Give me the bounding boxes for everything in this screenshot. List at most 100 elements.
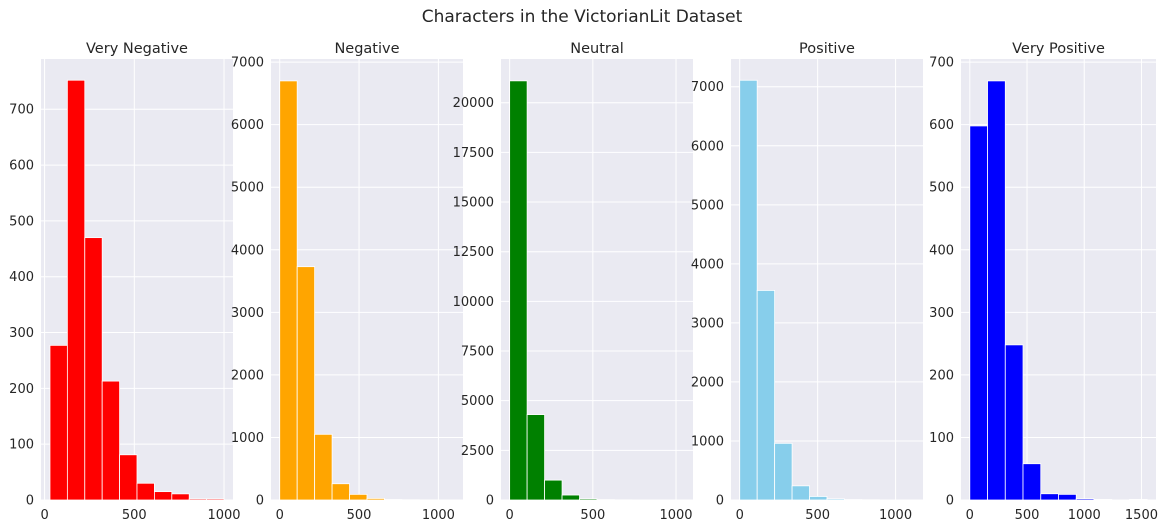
x-tick-label: 500 [1015, 508, 1040, 523]
y-tick-label: 400 [9, 270, 34, 285]
y-tick-label: 100 [9, 438, 34, 453]
x-tick-label: 500 [347, 508, 372, 523]
y-tick-label: 5000 [231, 181, 264, 196]
y-tick-label: 1000 [691, 434, 724, 449]
y-tick-label: 300 [929, 306, 954, 321]
x-tick-label: 1000 [659, 508, 692, 523]
y-tick-label: 7000 [231, 56, 264, 71]
histogram-panel-3: 0 2500 5000 7500 10000 12500 15000 17500 20000 0 5… [453, 41, 693, 523]
histogram-panel-1: 0 100 200 300 400 500 600 700 0 500 1000 Very Negat… [9, 41, 240, 523]
histogram-bar [101, 380, 120, 501]
y-tick-label: 5000 [691, 198, 724, 213]
histogram-bar [188, 498, 208, 501]
panel-title: Very Negative [86, 41, 188, 57]
x-tick-label: 0 [966, 508, 974, 523]
y-tick-label: 5000 [461, 394, 494, 409]
y-tick-label: 0 [486, 494, 494, 509]
histogram-bar [579, 498, 598, 501]
x-tick-label: 0 [506, 508, 514, 523]
histogram-bar [279, 80, 298, 501]
panel-title: Very Positive [1012, 41, 1105, 57]
x-tick-label: 0 [276, 508, 284, 523]
y-tick-label: 12500 [453, 245, 494, 260]
histogram-bar [384, 499, 403, 501]
histogram-bar [171, 493, 190, 501]
y-tick-label: 2000 [691, 375, 724, 390]
y-tick-label: 7000 [691, 80, 724, 95]
y-tick-label: 0 [716, 494, 724, 509]
y-tick-label: 10000 [453, 295, 494, 310]
histogram-bar [774, 442, 793, 501]
y-tick-label: 0 [26, 494, 34, 509]
y-tick-label: 300 [9, 326, 34, 341]
y-tick-label: 0 [946, 494, 954, 509]
histogram-bar [561, 494, 580, 501]
histogram-bar [1058, 493, 1077, 501]
panel-title: Positive [799, 41, 855, 57]
y-tick-label: 400 [929, 243, 954, 258]
y-tick-label: 0 [256, 494, 264, 509]
y-tick-label: 20000 [453, 96, 494, 111]
histogram-bar [296, 266, 316, 501]
histogram-bar [66, 79, 86, 501]
histogram-bar [809, 496, 828, 501]
y-tick-label: 600 [9, 159, 34, 174]
panel-title: Neutral [570, 41, 624, 57]
histogram-bar [154, 491, 173, 501]
x-tick-label: 0 [736, 508, 744, 523]
histogram-bar [987, 80, 1006, 501]
histogram-bar [1004, 344, 1024, 501]
histogram-bar [826, 498, 845, 501]
histogram-bar [136, 482, 155, 501]
histogram-bar [84, 237, 103, 501]
x-tick-label: 500 [805, 508, 830, 523]
histogram-panel-2: 0 1000 2000 3000 4000 5000 6000 7000 0 500 1000 Neg… [231, 41, 463, 523]
y-tick-label: 7500 [461, 345, 494, 360]
histogram-panel-5: 0 100 200 300 400 500 600 700 0 500 1000 1500 Very P… [929, 41, 1158, 523]
y-tick-label: 2000 [231, 368, 264, 383]
y-tick-label: 600 [929, 118, 954, 133]
y-tick-label: 6000 [231, 118, 264, 133]
y-tick-label: 4000 [691, 257, 724, 272]
y-tick-label: 500 [9, 214, 34, 229]
histogram-bar [206, 498, 225, 501]
histogram-bar [756, 290, 776, 501]
histogram-bar [349, 493, 368, 501]
y-tick-label: 3000 [231, 306, 264, 321]
y-tick-label: 500 [929, 181, 954, 196]
histogram-panel-4: 0 1000 2000 3000 4000 5000 6000 7000 0 500 1000 Pos… [691, 41, 923, 523]
histogram-bar [791, 485, 810, 501]
x-tick-label: 500 [580, 508, 605, 523]
y-tick-label: 2500 [461, 444, 494, 459]
histogram-bar [739, 79, 758, 501]
histogram-bar [1129, 498, 1148, 501]
histogram-bar [509, 80, 528, 501]
y-tick-label: 700 [9, 103, 34, 118]
figure-title: Characters in the VictorianLit Dataset [422, 7, 743, 27]
y-tick-label: 4000 [231, 243, 264, 258]
y-tick-label: 17500 [453, 146, 494, 161]
histogram-bar [526, 414, 545, 501]
x-tick-label: 1000 [1068, 508, 1101, 523]
panel-title: Negative [334, 41, 399, 57]
x-tick-label: 0 [40, 508, 48, 523]
y-tick-label: 3000 [691, 316, 724, 331]
y-tick-label: 100 [929, 431, 954, 446]
histogram-bar [314, 433, 333, 501]
histogram-bar [969, 125, 988, 501]
histogram-bar [366, 498, 385, 501]
histogram-bar [544, 479, 563, 501]
histogram-bar [1075, 498, 1095, 501]
x-tick-label: 1000 [422, 508, 455, 523]
x-tick-label: 1000 [207, 508, 240, 523]
y-tick-label: 700 [929, 56, 954, 71]
y-tick-label: 15000 [453, 196, 494, 211]
histogram-bar [119, 454, 138, 501]
y-tick-label: 6000 [691, 139, 724, 154]
histogram-bar [49, 344, 68, 501]
histogram-bar [1040, 493, 1059, 501]
histogram-bar [1022, 463, 1042, 501]
histogram-bar [1093, 498, 1113, 501]
x-tick-label: 500 [122, 508, 147, 523]
